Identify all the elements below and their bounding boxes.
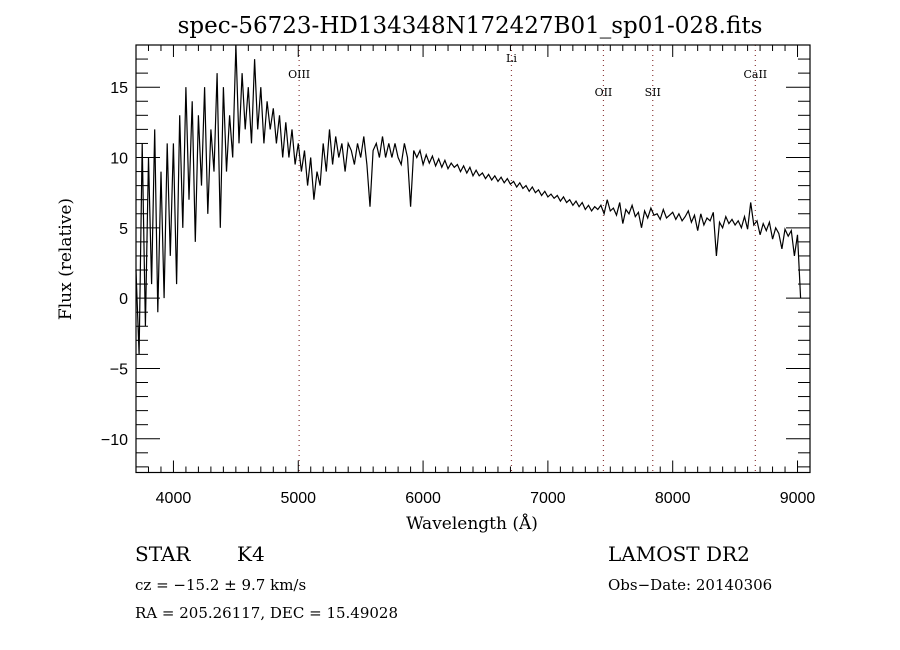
x-axis-label: Wavelength (Å) — [406, 513, 538, 534]
spectrum-line — [135, 44, 802, 355]
x-tick-label: 8000 — [655, 490, 691, 507]
x-tick-label: 7000 — [530, 490, 566, 507]
obs-date: Obs−Date: 20140306 — [608, 576, 772, 594]
y-tick-label: −5 — [110, 361, 128, 378]
line-label-caii: CaII — [743, 68, 767, 81]
x-tick-label: 4000 — [156, 490, 192, 507]
line-label-oii: OII — [595, 86, 613, 99]
plot-frame — [135, 44, 811, 474]
y-tick-label: 10 — [110, 151, 128, 168]
y-tick-label: 0 — [119, 291, 128, 308]
subclass: K4 — [237, 542, 265, 566]
x-tick-label: 6000 — [405, 490, 441, 507]
survey-name: LAMOST DR2 — [608, 542, 750, 566]
line-label-oiii: OIII — [288, 68, 310, 81]
y-tick-label: 5 — [119, 221, 128, 238]
x-tick-label: 9000 — [780, 490, 816, 507]
object-class: STAR — [135, 542, 191, 566]
line-label-li: Li — [506, 52, 517, 65]
y-tick-label: 15 — [110, 80, 128, 97]
redshift-cz: cz = −15.2 ± 9.7 km/s — [135, 576, 306, 594]
x-tick-label: 5000 — [280, 490, 316, 507]
line-label-sii: SII — [645, 86, 661, 99]
ra-dec: RA = 205.26117, DEC = 15.49028 — [135, 604, 398, 622]
y-axis-label: Flux (relative) — [56, 198, 76, 320]
y-tick-label: −10 — [101, 432, 128, 449]
chart-title: spec-56723-HD134348N172427B01_sp01-028.f… — [178, 13, 763, 39]
